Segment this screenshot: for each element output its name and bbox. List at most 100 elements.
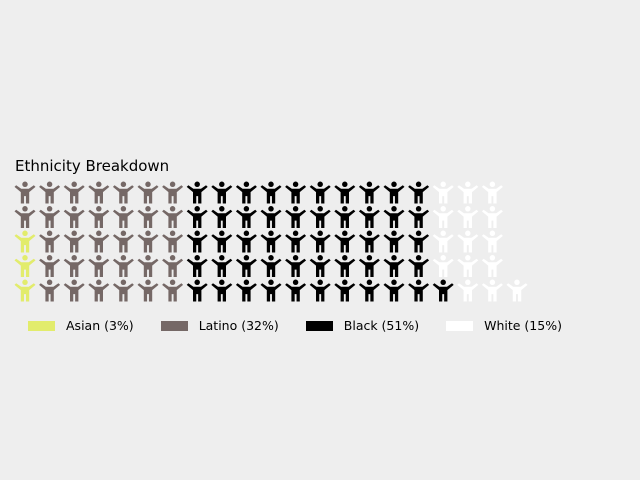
person-icon-latino (14, 206, 36, 228)
person-icon-asian (14, 255, 36, 277)
person-icon-latino (137, 181, 159, 204)
person-icon-black (383, 181, 405, 204)
legend-label-white: White (15%) (484, 318, 562, 333)
person-icon-latino (39, 206, 61, 228)
person-icon-white (457, 206, 479, 228)
person-icon-latino (39, 279, 61, 302)
person-icon-latino (88, 255, 110, 277)
person-icon-black (260, 279, 282, 302)
person-icon-black (211, 206, 233, 228)
person-icon-black (309, 279, 331, 302)
person-icon-black (383, 206, 405, 228)
person-icon-latino (63, 230, 85, 253)
person-icon-black (285, 206, 307, 228)
person-icon-latino (112, 279, 134, 302)
person-icon-latino (88, 181, 110, 204)
legend-label-asian: Asian (3%) (66, 318, 134, 333)
person-icon-black (408, 255, 430, 277)
person-icon-black (358, 255, 380, 277)
person-icon-black (186, 230, 208, 253)
person-icon-latino (162, 230, 184, 253)
person-icon-black (334, 181, 356, 204)
person-icon-latino (39, 230, 61, 253)
person-icon-black (211, 230, 233, 253)
person-icon-black (408, 230, 430, 253)
legend-item-black: Black (51%) (305, 318, 420, 333)
person-icon-black (358, 181, 380, 204)
person-icon-latino (137, 230, 159, 253)
person-icon-black (358, 279, 380, 302)
person-icon-white (481, 279, 503, 302)
person-icon-white (432, 255, 454, 277)
legend-label-black: Black (51%) (343, 318, 420, 333)
person-icon-black (383, 230, 405, 253)
person-icon-white (481, 181, 503, 204)
person-icon-latino (112, 181, 134, 204)
person-icon-black (260, 206, 282, 228)
legend-item-asian: Asian (3%) (28, 318, 134, 333)
legend-label-latino: Latino (32%) (198, 318, 279, 333)
person-icon-black (358, 206, 380, 228)
person-icon-latino (63, 279, 85, 302)
person-icon-black (334, 255, 356, 277)
person-icon-black (334, 230, 356, 253)
person-icon-black (285, 279, 307, 302)
person-icon-black (358, 230, 380, 253)
person-icon-black (235, 181, 257, 204)
person-icon-white (457, 279, 479, 302)
person-icon-white (432, 206, 454, 228)
person-icon-latino (88, 206, 110, 228)
person-icon-black (211, 255, 233, 277)
person-icon-black (383, 279, 405, 302)
person-icon-white (432, 181, 454, 204)
person-icon-white (457, 181, 479, 204)
person-icon-black (408, 279, 430, 302)
person-icon-latino (112, 230, 134, 253)
person-icon-white (457, 230, 479, 253)
person-icon-latino (63, 255, 85, 277)
person-icon-black (235, 206, 257, 228)
person-icon-black (432, 279, 454, 302)
person-icon-black (260, 255, 282, 277)
person-icon-latino (39, 255, 61, 277)
person-icon-black (408, 181, 430, 204)
legend-swatch-white (446, 320, 474, 331)
person-icon-latino (39, 181, 61, 204)
person-icon-black (260, 230, 282, 253)
person-icon-white (506, 279, 528, 302)
person-icon-latino (162, 255, 184, 277)
person-icon-black (334, 279, 356, 302)
person-icon-black (285, 181, 307, 204)
person-icon-black (186, 181, 208, 204)
person-icon-white (432, 230, 454, 253)
person-icon-black (285, 255, 307, 277)
person-icon-black (186, 279, 208, 302)
person-icon-latino (162, 206, 184, 228)
person-icon-latino (137, 279, 159, 302)
person-icon-black (334, 206, 356, 228)
legend-item-latino: Latino (32%) (160, 318, 279, 333)
person-icon-latino (162, 181, 184, 204)
person-icon-white (481, 230, 503, 253)
person-icon-black (235, 255, 257, 277)
person-icon-latino (112, 206, 134, 228)
person-icon-white (457, 255, 479, 277)
person-icon-latino (14, 181, 36, 204)
legend-item-white: White (15%) (446, 318, 562, 333)
person-icon-latino (137, 255, 159, 277)
person-icon-black (235, 230, 257, 253)
person-icon-black (211, 279, 233, 302)
legend-swatch-asian (28, 320, 55, 331)
person-icon-black (309, 206, 331, 228)
person-icon-latino (63, 181, 85, 204)
person-icon-black (309, 230, 331, 253)
person-icon-latino (112, 255, 134, 277)
person-icon-white (481, 206, 503, 228)
person-icon-black (309, 181, 331, 204)
chart-title: Ethnicity Breakdown (15, 157, 170, 175)
person-icon-white (481, 255, 503, 277)
person-icon-black (383, 255, 405, 277)
person-icon-black (309, 255, 331, 277)
person-icon-black (260, 181, 282, 204)
